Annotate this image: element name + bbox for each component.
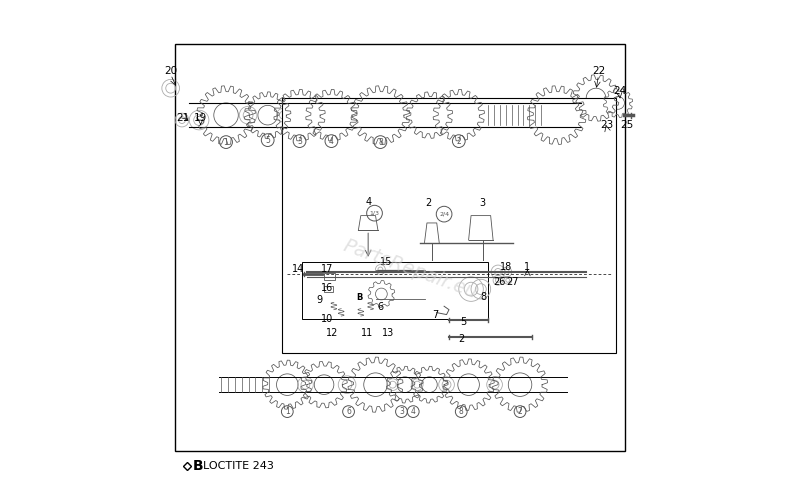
Text: 2: 2: [426, 198, 431, 208]
Text: 14: 14: [292, 264, 304, 273]
Text: 1/3: 1/3: [370, 211, 379, 216]
Text: LOCTITE 243: LOCTITE 243: [203, 462, 274, 471]
FancyBboxPatch shape: [282, 98, 616, 353]
Text: PartsRepair.eu: PartsRepair.eu: [340, 236, 479, 303]
Text: 8: 8: [480, 293, 486, 302]
Text: 12: 12: [326, 328, 338, 338]
FancyBboxPatch shape: [302, 262, 488, 318]
Text: 9: 9: [316, 295, 322, 305]
FancyBboxPatch shape: [324, 273, 335, 280]
FancyBboxPatch shape: [324, 286, 333, 292]
Text: 25: 25: [620, 120, 633, 130]
Text: 19: 19: [194, 113, 207, 122]
Text: 21: 21: [176, 113, 190, 122]
Text: 5: 5: [266, 136, 270, 145]
Text: 27: 27: [506, 277, 519, 287]
Text: 13: 13: [382, 328, 394, 338]
Text: 4: 4: [329, 137, 334, 146]
Text: 1: 1: [524, 262, 530, 272]
Text: 17: 17: [322, 264, 334, 273]
Text: 23: 23: [600, 120, 614, 130]
Text: 2: 2: [518, 407, 522, 416]
Text: 16: 16: [322, 283, 334, 293]
Text: 1: 1: [224, 138, 229, 147]
Ellipse shape: [421, 270, 428, 299]
Text: 7: 7: [433, 310, 439, 319]
Text: B: B: [357, 294, 363, 302]
Text: 4: 4: [410, 407, 416, 416]
Text: 1: 1: [285, 407, 290, 416]
FancyBboxPatch shape: [174, 44, 626, 451]
Text: 5: 5: [461, 318, 467, 327]
Text: 6: 6: [378, 302, 383, 312]
Text: 26: 26: [494, 277, 506, 287]
Text: 22: 22: [592, 66, 605, 76]
Text: 3: 3: [479, 198, 486, 208]
Text: 18: 18: [500, 262, 513, 272]
Text: 2/4: 2/4: [439, 212, 449, 217]
Text: 2: 2: [457, 137, 461, 146]
Text: 24: 24: [613, 86, 626, 96]
Text: B: B: [194, 460, 204, 473]
Text: 3: 3: [297, 137, 302, 146]
Text: 4: 4: [365, 197, 371, 207]
Text: 10: 10: [322, 315, 334, 324]
Text: 6: 6: [346, 407, 351, 416]
Text: 8: 8: [459, 407, 464, 416]
Text: 3: 3: [399, 407, 404, 416]
Text: 15: 15: [380, 257, 393, 267]
Text: 11: 11: [361, 328, 373, 338]
Text: 8: 8: [378, 138, 382, 147]
Text: 2: 2: [458, 334, 464, 344]
Text: 20: 20: [164, 66, 178, 76]
Ellipse shape: [372, 270, 379, 299]
